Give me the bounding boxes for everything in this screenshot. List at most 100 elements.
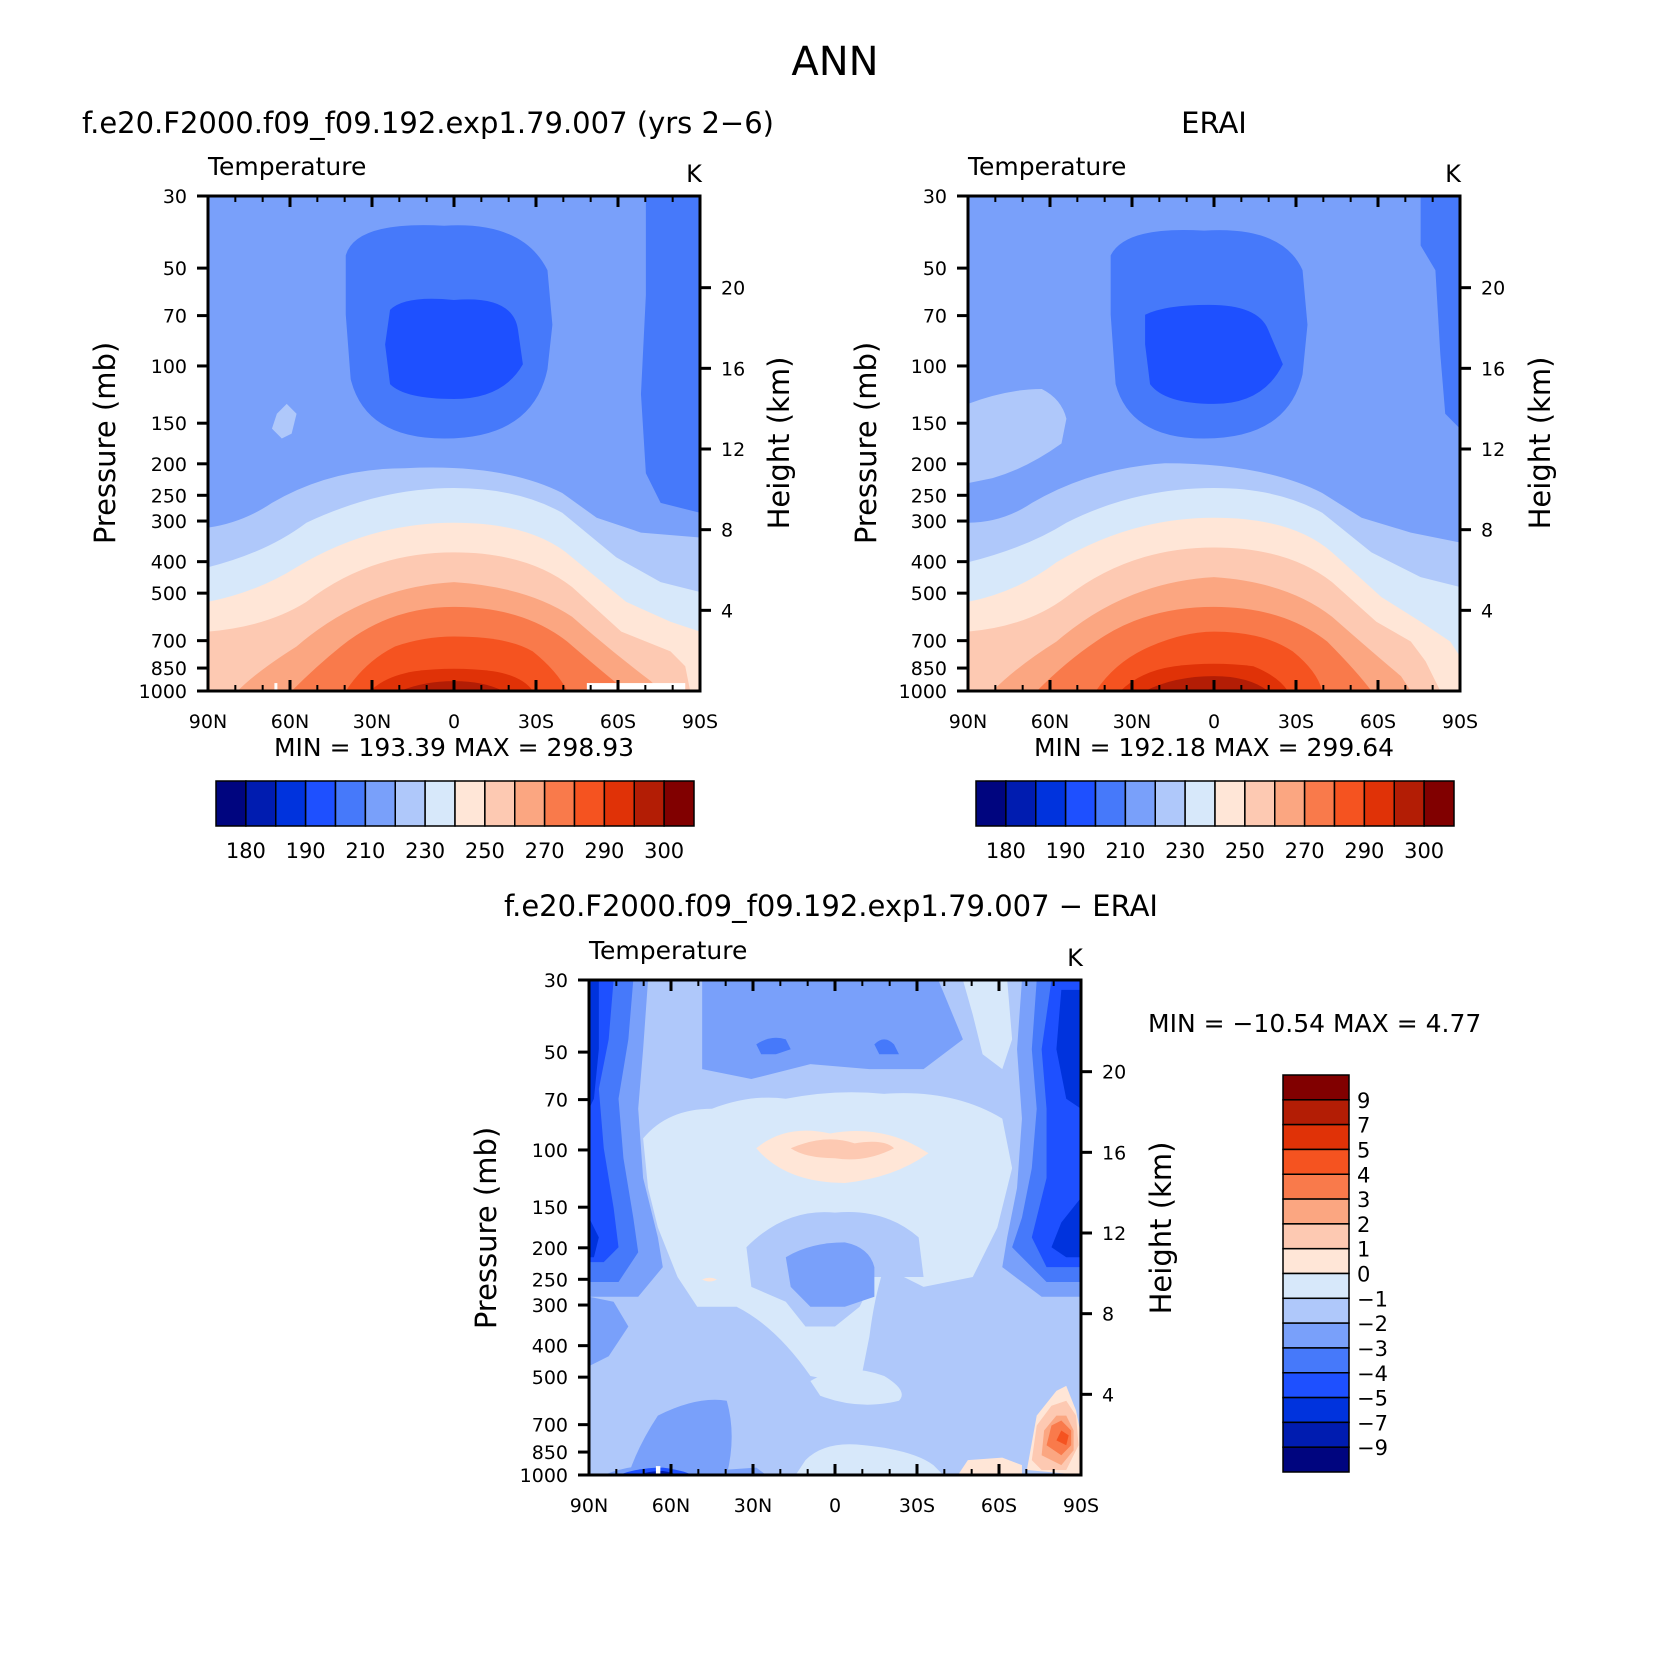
colorbar-swatch <box>1094 780 1127 827</box>
colorbar-label: 5 <box>1357 1138 1370 1162</box>
colorbar-swatch <box>975 780 1007 827</box>
colorbar-label: −2 <box>1357 1312 1388 1336</box>
colorbar-label: 0 <box>1357 1263 1370 1287</box>
contour-band <box>874 1039 899 1055</box>
y-tick-label: 30 <box>923 186 947 208</box>
colorbar-swatch <box>1282 1272 1350 1300</box>
colorbar-swatch <box>215 780 247 827</box>
colorbar-swatch <box>1303 780 1336 827</box>
colorbar-swatch <box>454 780 486 827</box>
colorbar-swatch <box>1064 780 1097 827</box>
colorbar-label: 7 <box>1357 1114 1370 1138</box>
colorbar-swatch <box>1154 780 1186 827</box>
colorbar-label: 190 <box>286 839 326 863</box>
y-tick-label: 70 <box>163 306 187 328</box>
colorbar-label: −1 <box>1357 1287 1388 1311</box>
stats-text: MIN = −10.54 MAX = 4.77 <box>1148 1009 1481 1038</box>
colorbar-label: 300 <box>644 839 684 863</box>
colorbar-label: 290 <box>584 839 624 863</box>
y-right-tick-label: 16 <box>1481 358 1505 380</box>
colorbar-label: 2 <box>1357 1213 1370 1237</box>
contour-band <box>795 1444 944 1475</box>
colorbar-label: 270 <box>525 839 565 863</box>
colorbar-swatch <box>1282 1322 1350 1349</box>
y-right-tick-label: 16 <box>721 358 745 380</box>
x-tick-label: 30N <box>734 1495 772 1517</box>
y-right-tick-label: 4 <box>1481 600 1493 622</box>
contour-band <box>756 1037 791 1055</box>
contour-band <box>1145 676 1269 691</box>
contour-band <box>958 1457 1022 1475</box>
x-tick-label: 0 <box>1208 711 1220 733</box>
colorbar-swatch <box>1282 1372 1350 1399</box>
y-axis-right-label: Height (km) <box>1523 357 1557 530</box>
colorbar-label: 190 <box>1046 839 1086 863</box>
y-tick-label: 150 <box>151 413 187 435</box>
y-right-tick-label: 12 <box>1102 1223 1126 1245</box>
colorbar-label: −5 <box>1357 1387 1388 1411</box>
plot-area <box>589 980 1081 1475</box>
y-tick-label: 30 <box>163 186 187 208</box>
colorbar-swatch <box>1124 780 1156 827</box>
contour-band <box>785 1242 875 1307</box>
y-tick-label: 300 <box>911 511 947 533</box>
colorbar-label: 300 <box>1404 839 1444 863</box>
contour-band <box>618 1467 693 1475</box>
panel-title: f.e20.F2000.f09_f09.192.exp1.79.007 − ER… <box>504 889 1158 923</box>
contour-band <box>589 1296 629 1367</box>
contour-band <box>640 196 700 513</box>
colorbar-label: 4 <box>1357 1163 1370 1187</box>
colorbar-label: 180 <box>986 839 1026 863</box>
colorbar-swatch <box>603 780 635 827</box>
colorbar-swatch <box>1282 1074 1350 1101</box>
y-tick-label: 100 <box>151 356 187 378</box>
y-tick-label: 50 <box>544 1042 568 1064</box>
contour-band <box>589 1217 599 1258</box>
y-axis-label: Pressure (mb) <box>88 342 122 544</box>
y-tick-label: 100 <box>911 356 947 378</box>
colorbar-label: 290 <box>1344 839 1384 863</box>
colorbar-swatch <box>1363 780 1395 827</box>
y-right-tick-label: 8 <box>721 520 733 542</box>
colorbar-label: 250 <box>1225 839 1265 863</box>
colorbar-swatch <box>424 780 456 827</box>
y-tick-label: 700 <box>911 631 947 653</box>
y-tick-label: 50 <box>923 258 947 280</box>
x-tick-label: 60N <box>271 711 309 733</box>
x-tick-label: 30N <box>353 711 391 733</box>
x-tick-label: 30S <box>518 711 554 733</box>
y-tick-label: 1000 <box>899 681 947 703</box>
y-right-tick-label: 12 <box>1481 439 1505 461</box>
colorbar-swatch <box>1035 780 1067 827</box>
y-tick-label: 30 <box>544 970 568 992</box>
contour-band <box>1051 1197 1081 1258</box>
y-tick-label: 500 <box>151 583 187 605</box>
colorbar-swatch <box>1282 1446 1350 1473</box>
x-tick-label: 0 <box>829 1495 841 1517</box>
colorbar-swatch <box>245 780 277 827</box>
y-tick-label: 300 <box>151 511 187 533</box>
x-tick-label: 0 <box>448 711 460 733</box>
contour-band <box>702 1277 717 1282</box>
panel-title: f.e20.F2000.f09_f09.192.exp1.79.007 (yrs… <box>82 106 774 140</box>
x-tick-label: 90N <box>949 711 987 733</box>
contour-band <box>1145 304 1283 404</box>
colorbar-swatch <box>663 780 695 827</box>
colorbar-swatch <box>1184 780 1216 827</box>
panel-difference: f.e20.F2000.f09_f09.192.exp1.79.007 − ER… <box>469 889 1481 1517</box>
colorbar-swatch <box>1282 1198 1350 1225</box>
colorbar-swatch <box>1282 1396 1350 1424</box>
contour-band <box>1056 1430 1069 1446</box>
y-axis-right-label: Height (km) <box>762 357 796 530</box>
colorbar-label: 250 <box>465 839 505 863</box>
y-tick-label: 850 <box>911 658 947 680</box>
missing-data <box>586 683 686 691</box>
y-right-tick-label: 8 <box>1102 1304 1114 1326</box>
colorbar-label: −3 <box>1357 1337 1388 1361</box>
units-label: K <box>1445 160 1462 188</box>
units-label: K <box>1067 944 1084 972</box>
colorbar-swatch <box>633 780 665 827</box>
variable-label: Temperature <box>967 152 1126 181</box>
variable-label: Temperature <box>588 936 747 965</box>
